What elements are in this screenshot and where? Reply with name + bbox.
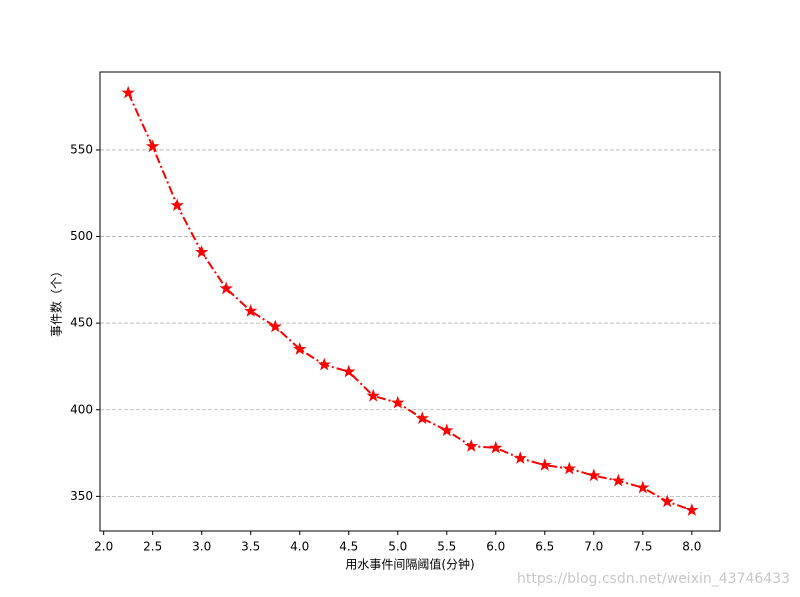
data-point [244,304,258,317]
x-tick-label: 2.0 [94,540,113,554]
y-tick-label: 550 [70,142,93,156]
data-point [489,440,503,454]
y-tick-label: 400 [70,402,93,416]
data-point [440,423,454,437]
data-point [538,458,552,471]
data-point [366,388,380,402]
data-point [195,245,209,258]
x-tick-label: 5.0 [388,540,407,554]
data-point [268,319,282,333]
y-tick-label: 350 [70,489,93,503]
x-tick-label: 8.0 [682,540,701,554]
watermark: https://blog.csdn.net/weixin_43746433 [517,571,790,587]
data-point [611,473,625,487]
y-axis-label: 事件数（个） [49,265,64,337]
data-point [293,342,307,355]
data-point [415,411,429,425]
data-point [170,198,184,212]
x-tick-label: 4.0 [290,540,309,554]
x-tick-label: 4.5 [339,540,358,554]
x-tick-label: 5.5 [437,540,456,554]
x-axis-label: 用水事件间隔阈值(分钟) [345,557,474,572]
data-point [146,139,160,153]
x-tick-label: 6.0 [486,540,505,554]
data-point [317,357,331,371]
x-tick-label: 3.5 [241,540,260,554]
data-point [562,461,576,475]
y-tick-label: 500 [70,229,93,243]
x-tick-label: 7.5 [633,540,652,554]
x-tick-label: 6.5 [535,540,554,554]
x-tick-label: 2.5 [143,540,162,554]
data-point [219,281,233,295]
data-point [660,494,674,508]
data-point [391,395,405,409]
data-point [464,439,478,452]
data-point [121,85,135,99]
data-line [127,92,693,512]
plot-frame [99,71,721,532]
x-tick-label: 7.0 [584,540,603,554]
data-point [685,503,699,516]
data-point [587,468,601,482]
x-tick-label: 3.0 [192,540,211,554]
y-tick-label: 450 [70,316,93,330]
data-point [342,364,356,378]
data-point [636,480,650,494]
data-point [513,451,527,464]
